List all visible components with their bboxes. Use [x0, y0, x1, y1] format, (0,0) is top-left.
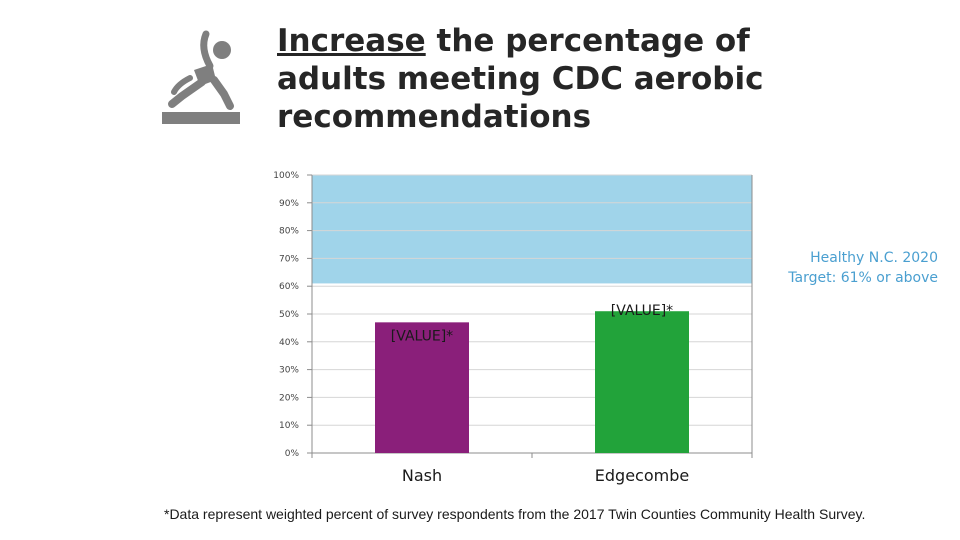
bar-edgecombe	[595, 311, 689, 453]
category-label: Edgecombe	[595, 466, 689, 485]
y-tick-label: 100%	[273, 171, 299, 181]
bar-nash	[375, 322, 469, 453]
bar-data-label: [VALUE]*	[391, 328, 453, 344]
category-label: Nash	[402, 466, 442, 485]
y-tick-label: 20%	[279, 393, 299, 403]
title-emphasis: Increase	[277, 23, 426, 59]
slide-title: Increase the percentage of adults meetin…	[277, 22, 797, 136]
target-annotation: Healthy N.C. 2020 Target: 61% or above	[752, 248, 938, 288]
y-tick-label: 30%	[279, 366, 299, 376]
y-tick-label: 60%	[279, 282, 299, 292]
y-tick-label: 50%	[279, 310, 299, 320]
y-tick-label: 0%	[285, 449, 300, 459]
footnote: *Data represent weighted percent of surv…	[164, 506, 866, 522]
y-tick-label: 80%	[279, 227, 299, 237]
y-tick-label: 40%	[279, 338, 299, 348]
target-band	[312, 175, 752, 284]
target-line-2: Target: 61% or above	[788, 270, 938, 286]
y-tick-label: 70%	[279, 254, 299, 264]
title-rest: the percentage of adults meeting CDC aer…	[277, 23, 764, 135]
bar-data-label: [VALUE]*	[611, 303, 673, 319]
y-tick-label: 90%	[279, 199, 299, 209]
stretching-person-icon	[160, 26, 242, 128]
y-tick-label: 10%	[279, 421, 299, 431]
target-line-1: Healthy N.C. 2020	[810, 250, 938, 266]
